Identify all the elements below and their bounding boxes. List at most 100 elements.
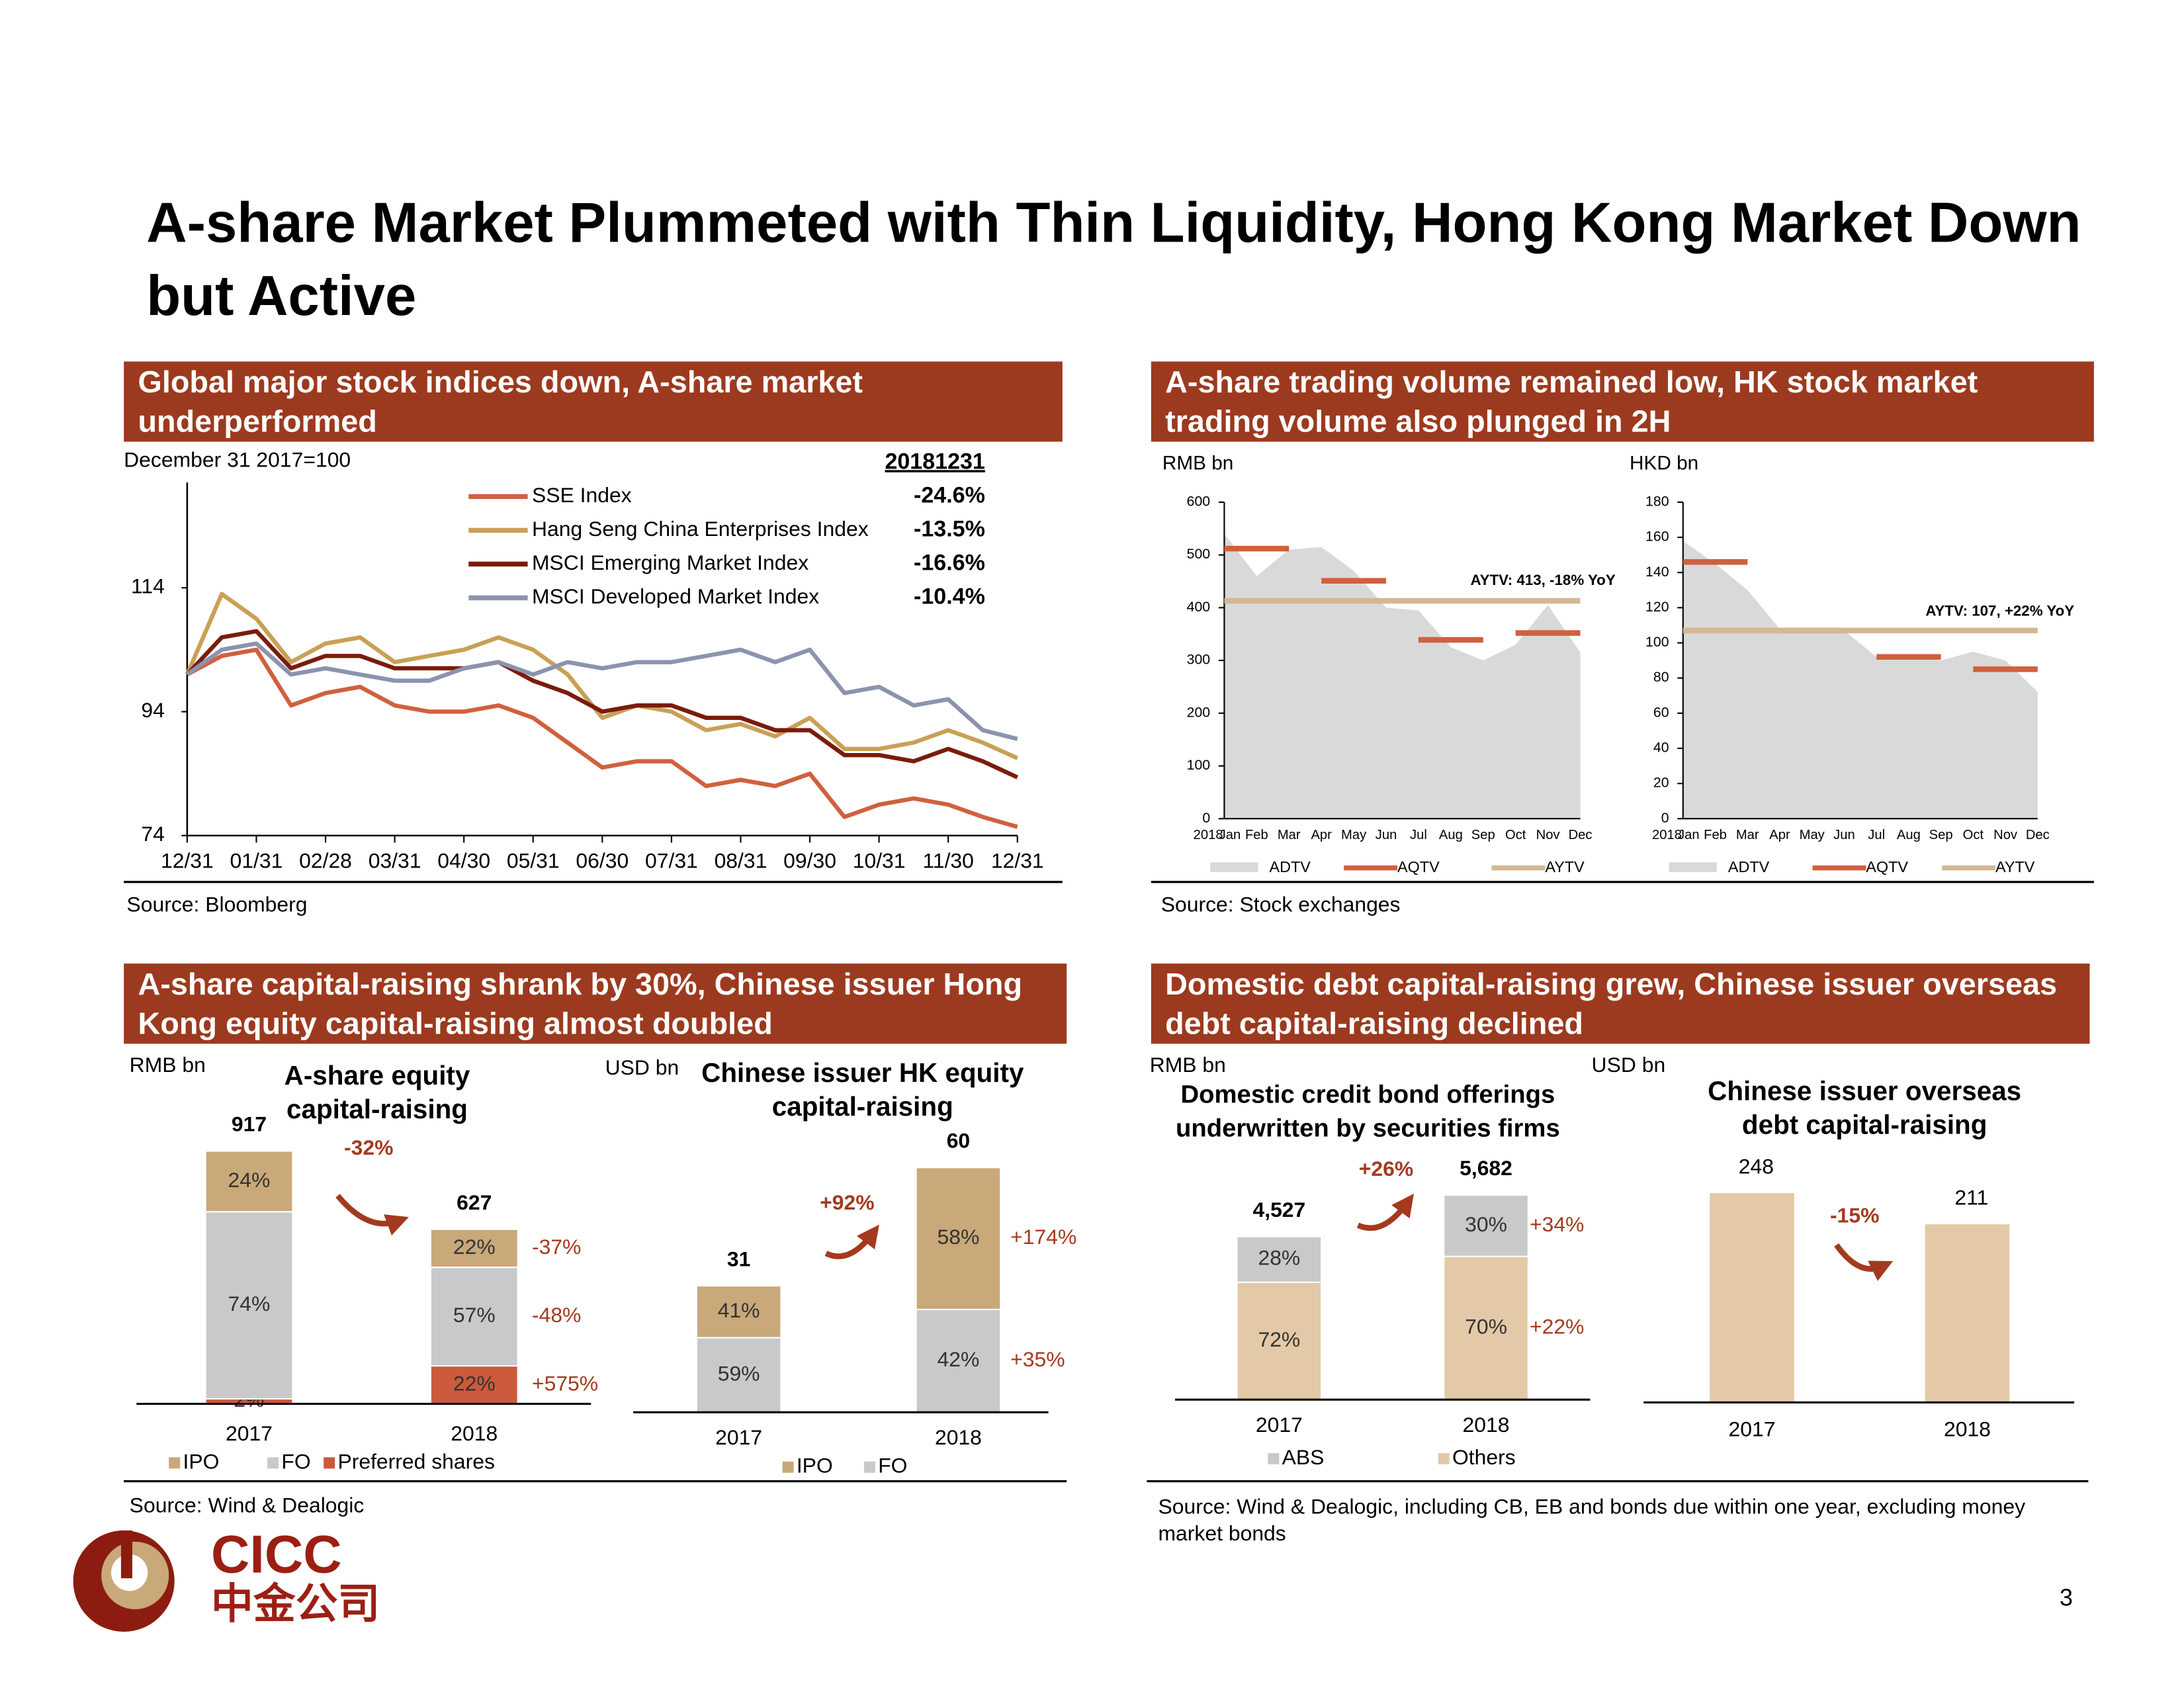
y-tick-label: 60 [1653,704,1669,720]
x-tick-label: Oct [1505,828,1526,842]
segment-label: 72% [1258,1327,1300,1351]
overall-change: +26% [1359,1157,1413,1180]
annotation: AYTV: 107, +22% YoY [1925,603,2074,619]
bar-segment [1236,1235,1323,1283]
value-label: 211 [1954,1185,1988,1209]
unit-label: USD bn [605,1055,679,1079]
change-label: +35% [1010,1347,1065,1371]
legend-swatch [1268,1452,1280,1464]
y-axis-label: RMB bn [1162,452,1233,474]
logo-name: CICC [211,1525,342,1585]
source-note: Source: Wind & Dealogic, including CB, E… [1158,1495,2026,1546]
x-tick-label: Aug [1439,828,1463,842]
source-note: Source: Bloomberg [126,893,308,918]
y-tick-label: 200 [1187,704,1210,720]
logo-emblem [73,1530,175,1632]
change-label: +174% [1010,1225,1076,1249]
x-tick-label: 07/31 [645,849,698,873]
x-tick-label: 2017 [1256,1413,1303,1437]
legend-label: ADTV [1728,858,1770,875]
x-tick-label: 2018 [451,1421,498,1445]
y-tick-label: 140 [1645,564,1669,580]
x-tick-label: Aug [1897,828,1921,842]
x-tick-label: May [1341,828,1367,842]
bar [1710,1193,1794,1403]
legend-label: Preferred shares [337,1449,494,1473]
source-note: Source: Stock exchanges [1160,893,1401,918]
total-label: 60 [947,1129,970,1153]
total-label: 4,527 [1252,1198,1305,1222]
year-label: 2018 [1652,828,1682,842]
x-tick-label: Dec [2026,828,2050,842]
x-tick-label: Dec [1569,828,1593,842]
x-tick-label: 10/31 [853,849,906,873]
legend-label: SSE Index [532,483,632,507]
legend-change: -24.6% [914,482,985,508]
x-tick-label: 08/31 [715,849,767,873]
panel-header: A-share trading volume remained low, HK … [1151,361,2094,442]
segment-label: 70% [1465,1314,1507,1338]
x-tick-label: Jul [1410,828,1427,842]
arrow [824,1224,879,1259]
legend-label: AYTV [1995,858,2035,875]
logo-name-cn: 中金公司 [211,1579,380,1628]
x-tick-label: 06/30 [576,849,629,873]
value-label: 248 [1739,1154,1774,1178]
y-tick-label: 100 [1645,634,1669,650]
legend-label: Others [1452,1445,1516,1469]
y-tick-label: 0 [1661,810,1669,826]
legend-label: FO [878,1454,907,1478]
x-tick-label: Oct [1963,828,1984,842]
panel-header: Domestic debt capital-raising grew, Chin… [1151,963,2090,1044]
legend-swatch [324,1457,335,1469]
x-tick-label: Sep [1929,828,1953,842]
annotation: AYTV: 413, -18% YoY [1471,572,1616,588]
x-tick-label: 2017 [226,1421,273,1445]
legend-swatch [863,1461,875,1473]
legend-label: FO [281,1449,310,1473]
y-tick-label: 600 [1187,494,1210,510]
segment-label: 28% [1258,1246,1300,1270]
series-line [186,641,1018,741]
bar-segment [429,1365,519,1405]
x-tick-label: 12/31 [161,849,214,873]
x-tick-label: 2018 [1463,1413,1510,1437]
legend-label: MSCI Emerging Market Index [532,551,808,574]
segment-label: 22% [453,1371,496,1395]
page-title: A-share Market Plummeted with Thin Liqui… [146,193,2081,328]
segment-label: 42% [938,1347,980,1371]
chart-title: Chinese issuer overseas debt capital-rai… [1708,1077,2022,1141]
series-line [186,647,1018,829]
legend-swatch [169,1457,181,1469]
x-tick-label: May [1800,828,1825,842]
segment-label: 30% [1465,1212,1507,1236]
x-tick-label: Mar [1736,828,1759,842]
y-tick-label: 80 [1653,669,1669,685]
legend-label: ADTV [1269,858,1311,875]
total-label: 917 [232,1112,267,1136]
legend-label: AQTV [1397,858,1440,875]
x-tick-label: Jan [1219,828,1241,842]
unit-label: RMB bn [1150,1053,1226,1077]
total-label: 627 [457,1190,492,1214]
x-tick-label: Jun [1376,828,1397,842]
bar-segment [204,1150,294,1213]
x-tick-label: 2018 [1944,1417,1991,1441]
legend-label: Hang Seng China Enterprises Index [532,517,869,541]
x-tick-label: 03/31 [369,849,421,873]
y-tick-label: 20 [1653,775,1669,791]
page-number: 3 [2060,1584,2073,1611]
panel-header: Global major stock indices down, A-share… [124,361,1063,442]
y-tick-label: 94 [141,698,164,722]
area [1682,541,2038,819]
change-label: +34% [1530,1212,1584,1236]
y-tick-label: 400 [1187,599,1210,615]
segment-label: 22% [453,1235,496,1259]
overall-change: -32% [344,1135,393,1159]
bar-segment [915,1308,1002,1413]
unit-label: RMB bn [130,1053,206,1077]
x-tick-label: 11/30 [922,849,973,873]
x-tick-label: 02/28 [299,849,352,873]
total-label: 5,682 [1460,1156,1512,1180]
